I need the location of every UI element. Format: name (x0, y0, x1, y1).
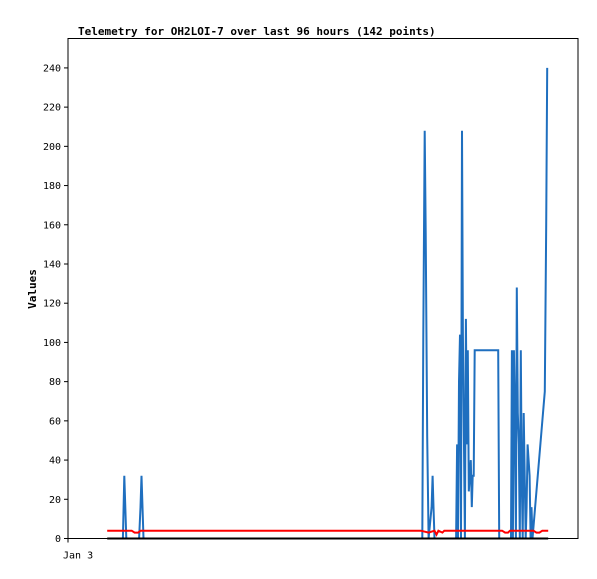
y-tick-label: 160 (43, 220, 61, 231)
y-tick-label: 140 (43, 259, 61, 270)
y-tick-label: 120 (43, 299, 61, 310)
y-tick-label: 240 (43, 63, 61, 74)
plot-frame (67, 38, 579, 539)
chart-title: Telemetry for OH2LOI-7 over last 96 hour… (78, 25, 436, 38)
series-layer (107, 67, 549, 540)
series-line-2 (107, 529, 549, 537)
y-tick-label: 60 (49, 416, 61, 427)
y-tick-label: 100 (43, 338, 61, 349)
x-axis: Jan 3 (63, 538, 93, 562)
y-tick-label: 80 (49, 377, 61, 388)
y-tick-label: 220 (43, 103, 61, 114)
y-tick-label: 200 (43, 142, 61, 153)
series-line-1 (121, 67, 549, 540)
y-tick-label: 40 (49, 456, 61, 467)
y-axis-label: Values (26, 269, 39, 309)
y-tick-label: 0 (55, 534, 61, 545)
y-axis: 0 20 40 60 80 100 120 140 160 180 200 220 240 (43, 63, 68, 545)
y-tick-label: 180 (43, 181, 61, 192)
y-tick-label: 20 (49, 495, 61, 506)
x-tick-label: Jan 3 (63, 551, 93, 562)
